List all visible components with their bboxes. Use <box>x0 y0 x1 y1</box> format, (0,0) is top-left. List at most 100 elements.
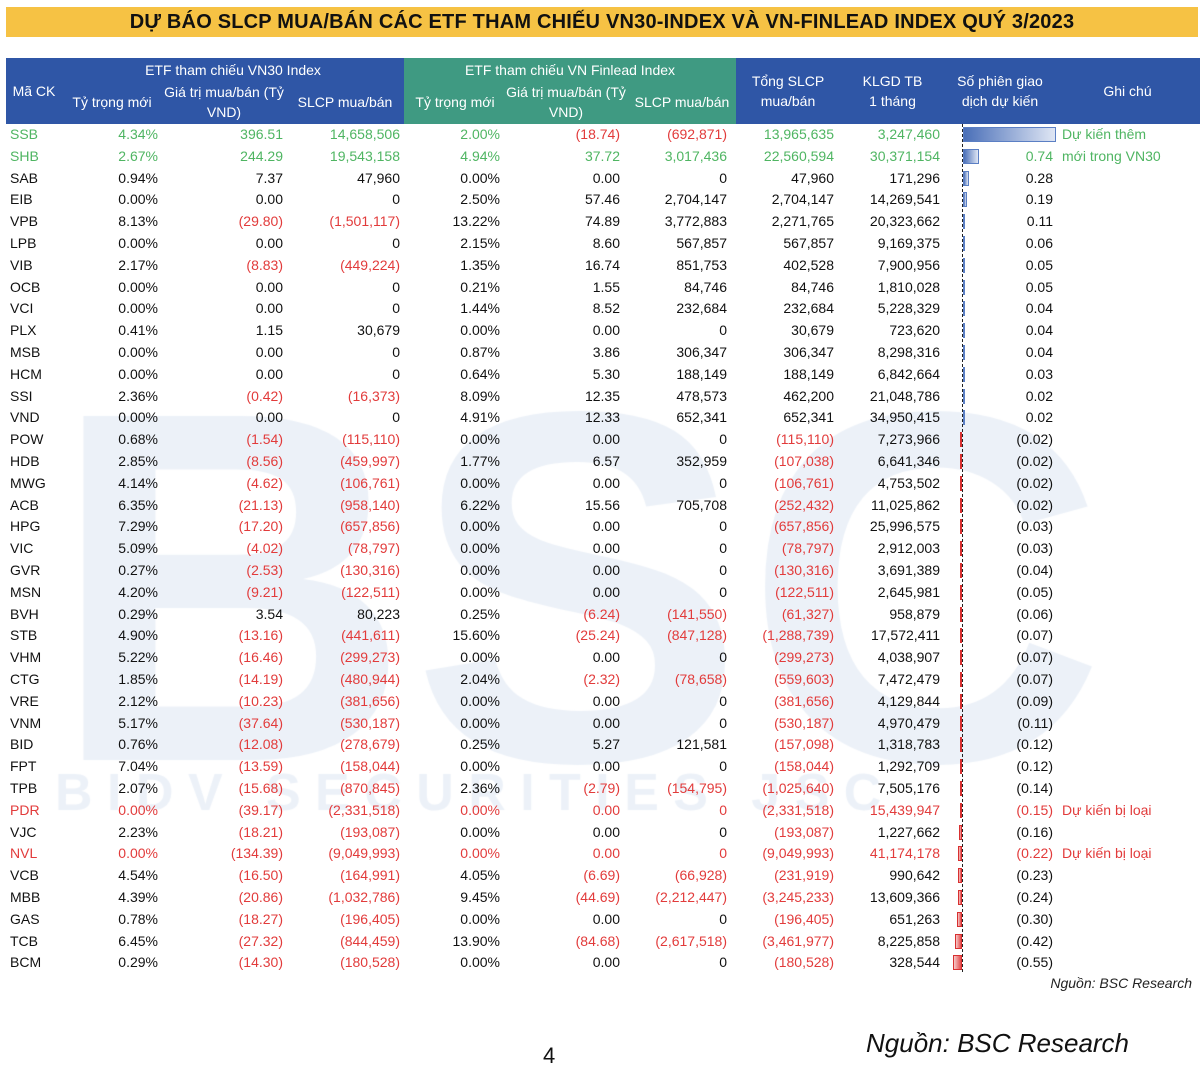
cell-kl: 4,129,844 <box>877 692 940 709</box>
cell-s1: (122,511) <box>341 583 400 600</box>
cell-tot: (115,110) <box>776 431 834 448</box>
cell-w2: 0.00% <box>460 518 500 535</box>
databar-axis <box>962 124 963 972</box>
cell-tot: 188,149 <box>783 365 834 382</box>
days-databar <box>960 672 962 687</box>
cell-v2: 57.46 <box>584 191 620 208</box>
cell-w1: 5.17% <box>118 714 158 731</box>
cell-w2: 2.04% <box>460 671 500 687</box>
cell-w2: 0.87% <box>460 344 500 360</box>
cell-v1: (12.08) <box>238 736 283 753</box>
cell-kl: 17,572,411 <box>870 627 940 644</box>
cell-s1: (381,656) <box>340 692 400 709</box>
days-databar <box>958 890 962 905</box>
cell-v2: 0.00 <box>592 474 620 491</box>
days-databar <box>960 563 962 578</box>
cell-w2: 1.77% <box>460 453 500 469</box>
cell-d: (0.16) <box>1016 823 1053 840</box>
cell-kl: 34,950,415 <box>869 409 940 426</box>
days-databar <box>963 236 965 251</box>
cell-v2: 1.55 <box>592 278 620 295</box>
cell-tot: (299,273) <box>774 649 834 666</box>
cell-tot: 2,271,765 <box>771 213 834 230</box>
cell-v1: (20.86) <box>238 889 283 905</box>
cell-v1: (37.64) <box>238 714 283 731</box>
cell-s2: 0 <box>719 540 727 557</box>
cell-w1: 0.29% <box>118 954 158 971</box>
cell-v1: (134.39) <box>230 845 283 862</box>
cell-v1: (8.56) <box>246 453 283 469</box>
cell-v2: 74.89 <box>584 213 620 230</box>
cell-t: SSI <box>10 387 33 404</box>
cell-w1: 4.20% <box>118 583 158 600</box>
cell-t: BCM <box>10 954 42 971</box>
cell-t: VIC <box>10 540 34 557</box>
days-databar <box>963 214 966 230</box>
cell-v2: 0.00 <box>592 910 620 927</box>
cell-s1: 47,960 <box>357 169 400 186</box>
vn30-weight-header: Tỷ trọng mới <box>72 94 152 110</box>
cell-w1: 0.00% <box>118 801 158 818</box>
cell-tot: (122,511) <box>775 583 834 600</box>
header-note: Ghi chú <box>1055 58 1200 124</box>
cell-s1: 0 <box>392 409 400 426</box>
row-note: Dự kiến bị loại <box>1062 845 1152 862</box>
cell-t: VIB <box>10 256 33 273</box>
cell-w2: 13.90% <box>452 932 500 949</box>
cell-kl: 25,996,575 <box>869 518 940 535</box>
cell-v2: (2.32) <box>583 671 620 687</box>
header-group-finlead <box>404 58 736 124</box>
cell-tot: (107,038) <box>774 453 834 469</box>
cell-w1: 2.07% <box>118 780 158 796</box>
cell-d: (0.03) <box>1016 540 1053 557</box>
cell-v2: (44.69) <box>575 889 620 905</box>
cell-t: TPB <box>10 780 38 796</box>
cell-kl: 14,269,541 <box>869 191 940 208</box>
cell-v1: (4.02) <box>246 540 283 557</box>
cell-s1: (106,761) <box>340 474 400 491</box>
cell-w2: 0.00% <box>460 954 500 971</box>
cell-tot: (158,044) <box>774 758 834 775</box>
cell-tot: (3,461,977) <box>762 932 834 949</box>
days-databar <box>959 824 962 840</box>
cell-t: TCB <box>10 932 38 949</box>
cell-w2: 0.00% <box>460 474 500 491</box>
cell-s2: 0 <box>719 649 727 666</box>
cell-w1: 0.29% <box>118 605 158 622</box>
cell-v1: (15.68) <box>238 780 283 796</box>
cell-s1: (441,611) <box>341 627 400 644</box>
cell-s2: 352,959 <box>676 453 727 469</box>
cell-d: 0.05 <box>1025 256 1053 273</box>
cell-tot: (61,327) <box>781 605 834 622</box>
cell-s1: (164,991) <box>340 867 400 884</box>
cell-kl: 3,247,460 <box>877 126 940 142</box>
cell-t: CTG <box>10 671 40 687</box>
cell-w2: 2.50% <box>460 191 500 208</box>
cell-w2: 4.94% <box>460 147 500 164</box>
cell-s2: 0 <box>719 692 727 709</box>
cell-tot: (196,405) <box>774 910 834 927</box>
cell-s2: (2,212,447) <box>655 889 727 905</box>
cell-v1: 0.00 <box>255 344 283 360</box>
cell-w2: 8.09% <box>460 387 500 404</box>
days-databar <box>958 868 962 884</box>
cell-s2: 2,704,147 <box>664 191 727 208</box>
cell-tot: 652,341 <box>783 409 834 426</box>
cell-v2: 0.00 <box>592 518 620 535</box>
cell-t: MSN <box>10 583 42 600</box>
cell-w1: 6.45% <box>118 932 158 949</box>
cell-v1: (29.80) <box>238 213 283 230</box>
cell-d: 0.28 <box>1025 169 1053 186</box>
cell-s2: (154,795) <box>667 780 727 796</box>
cell-d: 0.04 <box>1025 300 1053 317</box>
cell-kl: 4,753,502 <box>877 474 940 491</box>
cell-v1: (14.19) <box>238 671 283 687</box>
cell-w1: 2.17% <box>118 256 158 273</box>
cell-w1: 2.36% <box>118 387 158 404</box>
cell-d: (0.03) <box>1016 518 1053 535</box>
header-days-label: Số phiên giao dịch dự kiến <box>957 73 1043 109</box>
cell-v2: 12.33 <box>584 409 620 426</box>
cell-t: SAB <box>10 169 39 186</box>
cell-w2: 0.00% <box>460 758 500 775</box>
cell-v1: (39.17) <box>238 801 283 818</box>
